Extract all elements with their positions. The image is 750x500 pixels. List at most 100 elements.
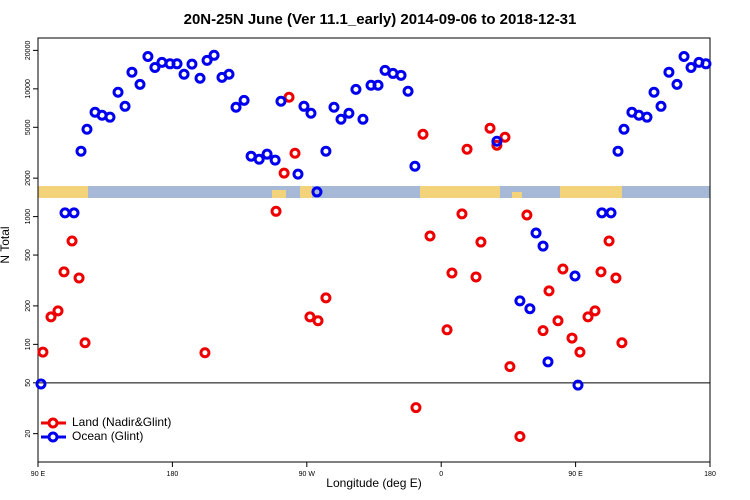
point bbox=[73, 272, 85, 284]
y-tick-label: 100 bbox=[25, 338, 32, 350]
point bbox=[178, 68, 190, 80]
point bbox=[253, 153, 265, 165]
point bbox=[441, 324, 453, 336]
point bbox=[475, 236, 487, 248]
point bbox=[230, 101, 242, 113]
point bbox=[648, 86, 660, 98]
point bbox=[270, 205, 282, 217]
point bbox=[499, 131, 511, 143]
point bbox=[320, 292, 332, 304]
point bbox=[491, 139, 503, 151]
point bbox=[52, 305, 64, 317]
point bbox=[484, 122, 496, 134]
point bbox=[142, 51, 154, 63]
point bbox=[542, 356, 554, 368]
point bbox=[530, 227, 542, 239]
point bbox=[514, 431, 526, 443]
point bbox=[35, 378, 47, 390]
point bbox=[304, 311, 316, 323]
point bbox=[119, 100, 131, 112]
point bbox=[283, 91, 295, 103]
point bbox=[446, 267, 458, 279]
legend-label: Land (Nadir&Glint) bbox=[72, 415, 171, 429]
point bbox=[616, 337, 628, 349]
y-tick-label: 50 bbox=[25, 379, 32, 387]
point bbox=[524, 303, 536, 315]
point bbox=[618, 123, 630, 135]
point bbox=[298, 100, 310, 112]
point bbox=[335, 113, 347, 125]
point bbox=[58, 266, 70, 278]
point bbox=[343, 107, 355, 119]
point bbox=[395, 69, 407, 81]
point bbox=[504, 361, 516, 373]
point bbox=[37, 346, 49, 358]
x-tick-label: 90 W bbox=[299, 471, 316, 478]
point bbox=[149, 61, 161, 73]
legend-marker bbox=[47, 417, 59, 429]
x-axis-label: Longitude (deg E) bbox=[326, 476, 421, 490]
point bbox=[491, 135, 503, 147]
point bbox=[514, 295, 526, 307]
point bbox=[208, 49, 220, 61]
point bbox=[223, 68, 235, 80]
point bbox=[410, 402, 422, 414]
point bbox=[700, 58, 712, 70]
point bbox=[537, 325, 549, 337]
point bbox=[134, 78, 146, 90]
plot-frame bbox=[37, 37, 711, 463]
point bbox=[350, 83, 362, 95]
point bbox=[278, 167, 290, 179]
x-tick-label: 0 bbox=[439, 471, 443, 478]
point bbox=[461, 143, 473, 155]
point bbox=[75, 145, 87, 157]
point bbox=[671, 78, 683, 90]
y-tick-label: 20000 bbox=[25, 41, 32, 61]
point bbox=[186, 58, 198, 70]
point bbox=[543, 285, 555, 297]
point bbox=[320, 145, 332, 157]
point bbox=[582, 311, 594, 323]
y-tick-label: 200 bbox=[25, 300, 32, 312]
y-tick-label: 10000 bbox=[25, 79, 32, 99]
x-tick-label: 90 E bbox=[31, 471, 46, 478]
y-axis-label: N Total bbox=[0, 226, 12, 263]
point bbox=[292, 168, 304, 180]
point bbox=[59, 207, 71, 219]
point bbox=[171, 58, 183, 70]
point bbox=[655, 100, 667, 112]
point bbox=[79, 337, 91, 349]
point bbox=[194, 72, 206, 84]
point bbox=[328, 101, 340, 113]
point bbox=[81, 123, 93, 135]
point bbox=[595, 266, 607, 278]
point bbox=[112, 86, 124, 98]
y-tick-label: 1000 bbox=[25, 209, 32, 225]
x-tick-label: 90 E bbox=[568, 471, 583, 478]
legend-marker bbox=[47, 431, 59, 443]
point bbox=[521, 209, 533, 221]
point bbox=[357, 113, 369, 125]
point bbox=[574, 346, 586, 358]
point bbox=[566, 332, 578, 344]
point bbox=[409, 160, 421, 172]
y-tick-label: 5000 bbox=[25, 119, 32, 135]
point bbox=[596, 207, 608, 219]
x-tick-label: 180 bbox=[704, 471, 716, 478]
point bbox=[572, 379, 584, 391]
map-strip bbox=[38, 186, 710, 198]
point bbox=[261, 148, 273, 160]
point bbox=[305, 107, 317, 119]
x-tick-label: 180 bbox=[167, 471, 179, 478]
point bbox=[417, 128, 429, 140]
point bbox=[470, 271, 482, 283]
point bbox=[603, 235, 615, 247]
point bbox=[372, 79, 384, 91]
point bbox=[557, 263, 569, 275]
point bbox=[612, 145, 624, 157]
point bbox=[269, 154, 281, 166]
legend-label: Ocean (Glint) bbox=[72, 429, 143, 443]
point bbox=[238, 94, 250, 106]
point bbox=[610, 272, 622, 284]
